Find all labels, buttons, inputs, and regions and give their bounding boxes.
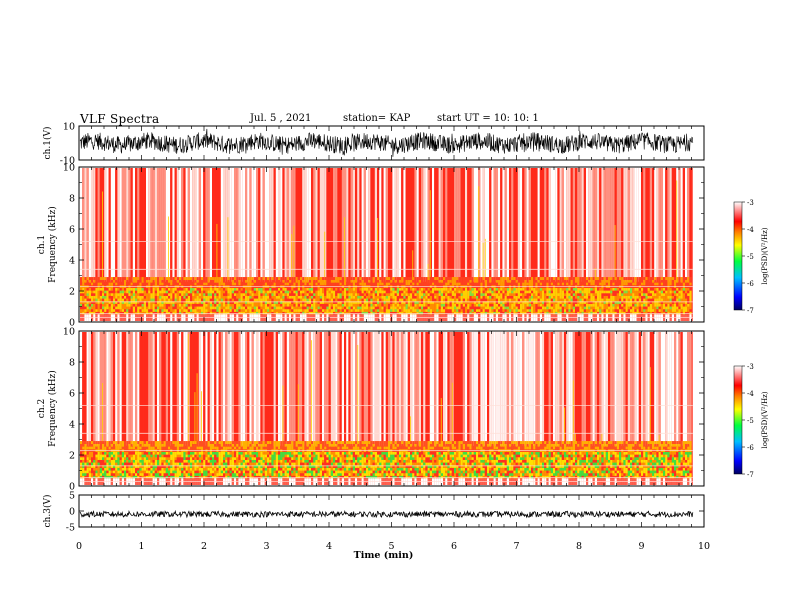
xtick-label: 6 (451, 541, 457, 552)
ch2-spectrogram-ylabel: Frequency (kHz) (47, 370, 58, 447)
xtick-label: 8 (576, 541, 582, 552)
xtick-label: 0 (76, 541, 82, 552)
ch1-waveform-trace (79, 128, 694, 157)
ch1-spectrogram-ytick-label: 8 (69, 194, 75, 205)
ch3-waveform-ytick-label: 0 (69, 507, 75, 518)
xtick-label: 7 (513, 541, 519, 552)
xtick-label: 1 (138, 541, 144, 552)
ch1-spectrogram-ytick-label: 10 (63, 163, 75, 174)
xtick-label: 3 (263, 541, 269, 552)
xtick-label: 10 (698, 541, 710, 552)
time-axis: 0 1 2 3 4 5 6 7 8 9 10 Time (min) (76, 541, 710, 561)
xtick-label: 9 (638, 541, 644, 552)
ch2-spectrogram-colorbar-tick: -3 (747, 363, 754, 371)
station-label: station= KAP (343, 113, 411, 124)
ch3-waveform-trace (79, 509, 694, 519)
ch2-spectrogram-colorbar-tick: -6 (747, 444, 754, 452)
start-time-label: start UT = 10: 10: 1 (437, 113, 539, 124)
ch3-waveform-ytick-label: 5 (69, 491, 75, 502)
ch2-spectrogram-colorbar-tick: -5 (747, 417, 754, 425)
ch3-waveform-ylabel: ch.3(V) (42, 495, 53, 528)
ch1-waveform-ytick-label: 10 (63, 122, 75, 133)
xtick-label: 4 (326, 541, 332, 552)
ch1-spectrogram-ytick-label: 2 (69, 287, 75, 298)
ch2-spectrogram-colorbar-tick: -7 (747, 471, 754, 479)
ch1-waveform-ylabel: ch.1(V) (42, 127, 53, 160)
ch1-spectrogram-colorbar-tick: -7 (747, 307, 754, 315)
ch1-spectrogram-ytick-label: 4 (69, 256, 75, 267)
ch1-spectrogram-ylabel: ch.1 (37, 235, 47, 254)
ch1-spectrogram-colorbar (733, 201, 743, 311)
ch1-spectrogram-colorbar-tick: -3 (747, 199, 754, 207)
ch2-spectrogram-ytick-label: 0 (69, 482, 75, 493)
ch2-spectrogram-ytick-label: 6 (69, 389, 75, 400)
ch1-spectrogram-ytick-label: 0 (69, 318, 75, 329)
ch1-spectrogram-colorbar-tick: -6 (747, 280, 754, 288)
ch2-spectrogram-ytick-label: 8 (69, 358, 75, 369)
ch2-spectrogram-ytick-label: 10 (63, 327, 75, 338)
ch1-spectrogram-colorbar-tick: -5 (747, 253, 754, 261)
ch2-spectrogram-ytick-label: 4 (69, 420, 75, 431)
ch1-spectrogram-colorbar-label: log(PSD)(V²/Hz) (761, 227, 769, 284)
ch3-waveform-ytick-label: -5 (66, 523, 75, 534)
ch1-spectrogram-ylabel: Frequency (kHz) (47, 206, 58, 283)
xtick-label: 5 (388, 541, 394, 552)
ch1-waveform-panel: 10 -10 ch.1(V) (42, 122, 705, 167)
ch3-waveform-panel: 5 0 -5 ch.3(V) (42, 491, 705, 534)
ch2-spectrogram-colorbar-label: log(PSD)(V²/Hz) (761, 391, 769, 448)
ch2-spectrogram-panel: -3 -4 -5 -6 -7 log(PSD)(V²/Hz) 0 2 4 6 8 10 ch.2 Freq… (37, 327, 769, 493)
ch1-spectrogram-panel: -3 -4 -5 -6 -7 log(PSD)(V²/Hz) 0 2 4 6 8 10 ch.1 Freq… (37, 163, 769, 329)
ch2-spectrogram-ylabel: ch.2 (37, 399, 47, 418)
ch2-spectrogram-ytick-label: 2 (69, 451, 75, 462)
date-label: Jul. 5 , 2021 (250, 113, 312, 124)
ch1-waveform-ytick-label: -10 (60, 156, 75, 167)
xaxis-title: Time (min) (354, 550, 414, 561)
ch1-spectrogram-colorbar-tick: -4 (747, 226, 754, 234)
xtick-label: 2 (201, 541, 207, 552)
figure-title: VLF Spectra (80, 112, 160, 126)
ch2-spectrogram-colorbar (733, 365, 743, 475)
ch1-spectrogram-ytick-label: 6 (69, 225, 75, 236)
ch2-spectrogram-colorbar-tick: -4 (747, 390, 754, 398)
